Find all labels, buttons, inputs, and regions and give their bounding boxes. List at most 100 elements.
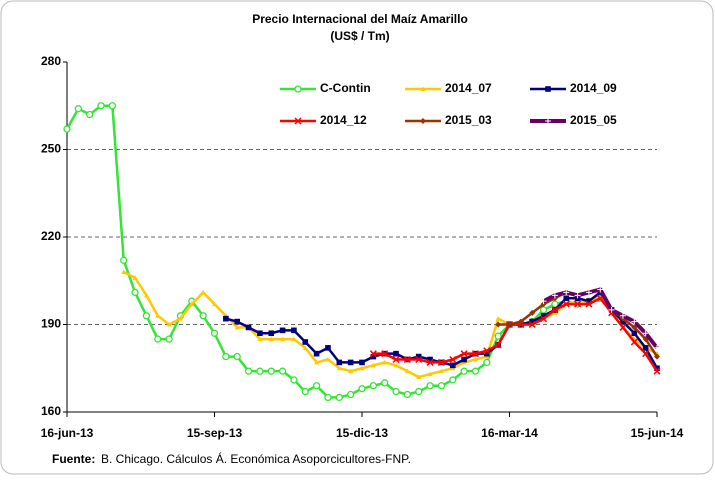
data-point xyxy=(642,345,649,351)
data-point xyxy=(267,367,275,375)
data-point xyxy=(495,321,502,328)
data-point xyxy=(268,330,275,337)
data-point xyxy=(506,321,513,328)
data-point xyxy=(597,286,604,293)
data-point xyxy=(74,105,82,113)
data-point xyxy=(437,382,446,390)
data-point xyxy=(642,350,650,358)
data-point xyxy=(257,330,263,337)
chart-subtitle: (US$ / Tm) xyxy=(330,29,389,43)
chart-title: Precio Internacional del Maíz Amarillo xyxy=(252,12,468,26)
legend-marker xyxy=(294,85,302,93)
data-point xyxy=(312,382,321,390)
source-label: Fuente: xyxy=(52,452,95,466)
data-point xyxy=(302,345,308,350)
data-point xyxy=(199,312,207,320)
data-point xyxy=(189,301,195,307)
data-point xyxy=(654,344,660,351)
data-point xyxy=(233,352,241,361)
data-point xyxy=(325,357,331,362)
data-point xyxy=(369,382,377,390)
data-point xyxy=(461,356,467,363)
data-point xyxy=(631,318,638,325)
data-point xyxy=(449,355,457,364)
data-point xyxy=(279,327,286,334)
data-point xyxy=(427,356,433,363)
data-point xyxy=(631,330,638,337)
data-point xyxy=(268,336,274,342)
data-point xyxy=(586,298,592,304)
data-point xyxy=(426,382,434,390)
data-point xyxy=(449,362,456,369)
x-tick-label: 15-sep-13 xyxy=(187,426,243,440)
x-tick-label: 15-dic-13 xyxy=(336,426,388,440)
data-point xyxy=(212,301,217,307)
data-point xyxy=(155,313,161,318)
data-point xyxy=(359,359,365,366)
data-point xyxy=(551,292,558,299)
data-point xyxy=(200,289,206,295)
data-point xyxy=(403,390,412,399)
legend-label: 2014_09 xyxy=(570,81,617,95)
data-point xyxy=(415,355,423,364)
data-point xyxy=(381,350,389,358)
data-point xyxy=(427,371,433,377)
y-tick-label: 250 xyxy=(41,142,61,156)
data-point xyxy=(642,330,649,337)
y-tick-label: 190 xyxy=(41,317,61,331)
data-point xyxy=(426,358,434,366)
data-point xyxy=(336,365,342,371)
legend-label: 2015_05 xyxy=(570,113,617,127)
legend-marker xyxy=(420,118,426,124)
data-point xyxy=(574,300,582,308)
data-point xyxy=(574,292,581,299)
data-point xyxy=(471,350,479,358)
data-point xyxy=(291,336,297,342)
data-point xyxy=(460,367,468,375)
data-point xyxy=(494,341,502,349)
data-point xyxy=(245,324,252,331)
x-tick-label: 15-jun-14 xyxy=(631,426,684,440)
data-point xyxy=(154,335,162,343)
data-point xyxy=(142,312,151,320)
data-point xyxy=(177,316,183,321)
x-tick-label: 16-mar-14 xyxy=(481,426,538,440)
data-point xyxy=(495,316,501,321)
data-point xyxy=(608,306,615,313)
data-point xyxy=(540,315,548,323)
data-point xyxy=(494,332,502,340)
data-point xyxy=(529,309,536,316)
legend-marker xyxy=(545,86,551,92)
data-point xyxy=(619,312,626,319)
data-point xyxy=(382,359,388,365)
data-point xyxy=(121,269,127,274)
data-point xyxy=(483,347,491,355)
data-point xyxy=(585,300,593,308)
data-point xyxy=(347,359,354,366)
data-point xyxy=(325,345,331,351)
data-point xyxy=(393,362,399,368)
y-tick-label: 280 xyxy=(41,54,61,68)
data-point xyxy=(392,387,400,396)
data-point xyxy=(210,329,219,337)
data-point xyxy=(654,365,660,372)
data-point xyxy=(392,355,400,364)
data-point xyxy=(291,327,297,334)
data-point xyxy=(302,339,309,345)
data-point xyxy=(257,336,263,342)
data-point xyxy=(563,295,570,302)
data-point xyxy=(234,318,240,325)
data-point xyxy=(222,352,230,361)
data-point xyxy=(108,102,117,110)
data-point xyxy=(370,362,376,368)
data-point xyxy=(528,320,536,329)
data-point xyxy=(551,306,559,314)
data-point xyxy=(472,357,478,362)
data-point xyxy=(347,390,355,399)
data-point xyxy=(244,367,253,375)
data-point xyxy=(223,315,229,322)
data-point xyxy=(653,367,661,375)
data-point xyxy=(301,387,309,396)
data-point xyxy=(359,365,365,371)
